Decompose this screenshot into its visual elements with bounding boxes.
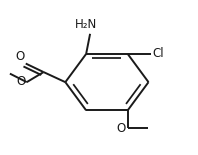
Text: H₂N: H₂N [75, 18, 97, 31]
Text: Cl: Cl [152, 47, 164, 60]
Text: O: O [116, 122, 125, 135]
Text: O: O [16, 75, 25, 88]
Text: O: O [15, 50, 24, 63]
